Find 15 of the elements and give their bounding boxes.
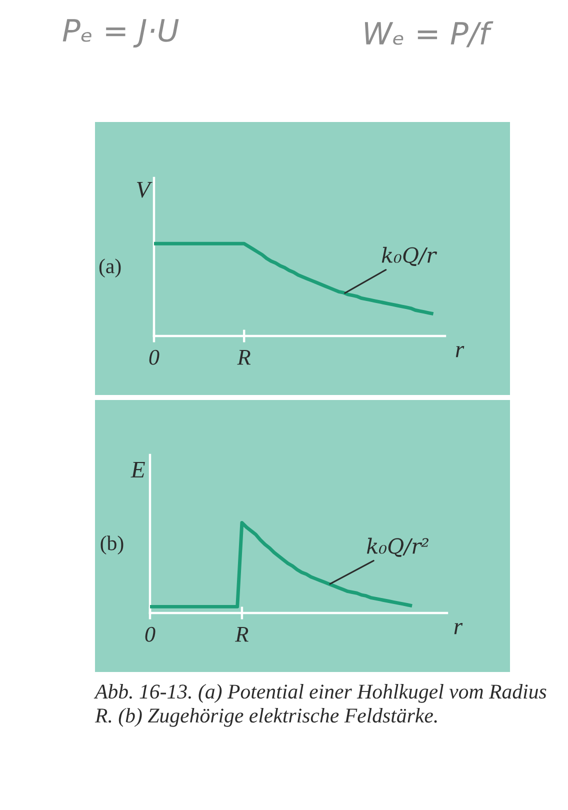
x-axis-title: r	[456, 346, 464, 358]
x-tick-label: R	[235, 627, 248, 642]
text: (a)	[99, 258, 121, 278]
caption: Abb. 16-13. (a) Potential einer Hohlkugel vom Radius R. (b) Zugehörige elektrische Feldstärke.	[94, 684, 546, 727]
text: (b)	[100, 536, 124, 555]
annotation: k₀Q/r²	[366, 538, 429, 557]
x-tick-label: R	[237, 350, 251, 365]
text: Wₑ = P/f	[364, 21, 494, 48]
y-axis-title: E	[130, 462, 145, 478]
x-axis-title: r	[454, 622, 463, 634]
x-tick-label: 0	[145, 626, 156, 642]
x-tick-label: 0	[149, 350, 160, 365]
text: Pₑ = J·U	[62, 19, 179, 48]
annotation: k₀Q/r	[382, 246, 438, 266]
y-axis-title: V	[136, 182, 152, 198]
